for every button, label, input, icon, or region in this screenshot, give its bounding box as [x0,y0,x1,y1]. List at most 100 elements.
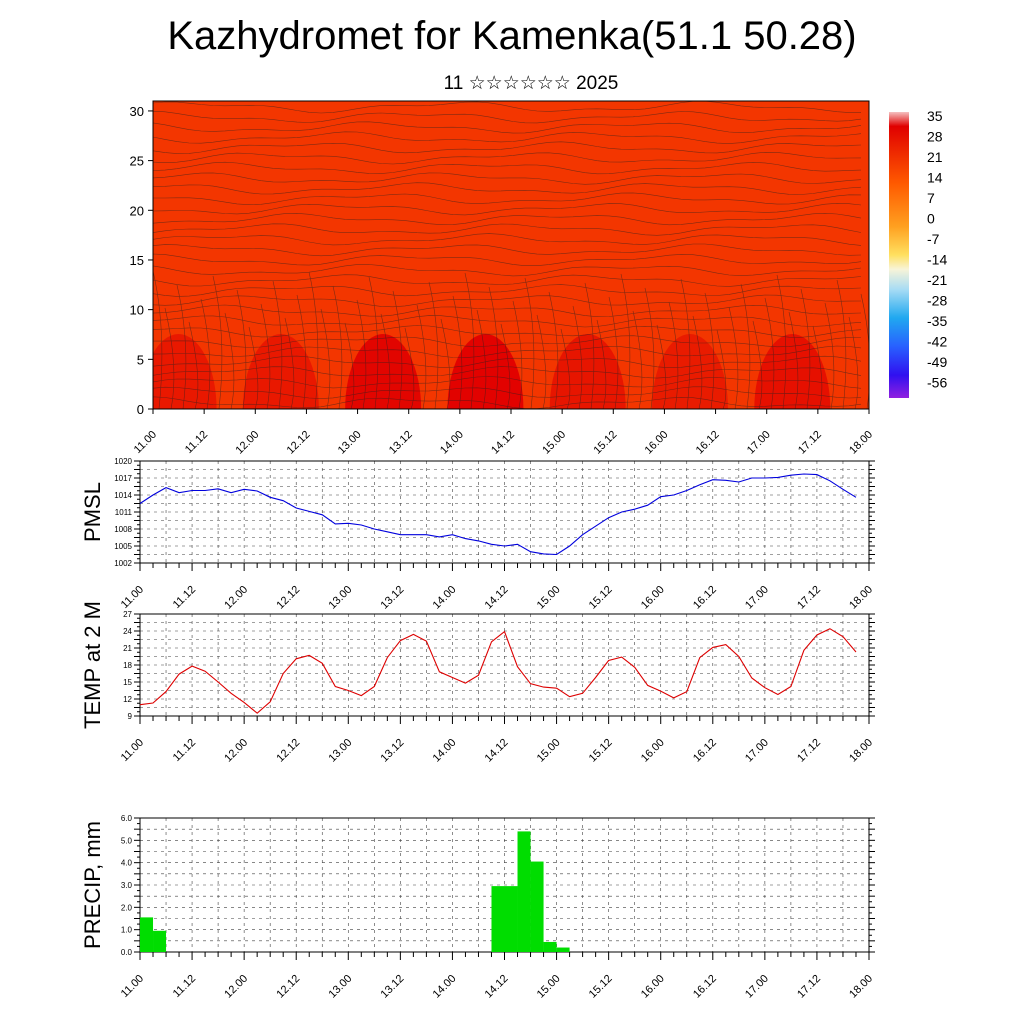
series-line [139,473,857,556]
y-tick-label: 1011 [115,508,133,517]
warm-pool [447,334,524,409]
x-tick-label: 11.12 [171,737,198,764]
colorbar-label: -49 [927,354,947,370]
x-tick-label: 16.00 [639,584,667,612]
y-tick-label: 1008 [114,525,132,534]
x-tick-label: 17.12 [795,584,823,612]
streamline [176,284,187,409]
x-tick-label: 16.00 [643,429,671,457]
precip-bar [140,917,154,952]
streamline [716,329,727,409]
x-tick-label: 18.00 [847,973,875,1001]
x-tick-label: 17.00 [743,584,771,612]
x-tick-label: 17.00 [745,429,773,457]
streamline [153,264,862,277]
y-tick-label: 0.0 [121,948,133,957]
y-tick-label: 27 [123,610,132,619]
precip-bar [517,831,531,952]
streamline [416,304,427,409]
streamline [284,317,295,409]
y-tick-label: 4.0 [121,859,133,868]
streamline [368,276,379,409]
x-tick-label: 15.12 [587,584,615,612]
y-axis-label: PRECIP, mm [80,821,105,949]
streamline [596,319,607,409]
x-tick-label: 14.12 [489,429,517,457]
y-tick-label: 1002 [114,559,132,568]
x-tick-label: 11.00 [119,973,146,1000]
streamline [704,292,715,409]
pmsl-panel: 1002 1005 1008 1011 1014 1017 1020 11.00 11.12 12… [80,457,875,612]
streamline [153,355,862,369]
y-tick-label: 1.0 [121,926,133,935]
streamline [153,376,862,389]
streamline [524,277,535,409]
x-tick-label: 13.12 [387,429,415,457]
colorbar-label: -14 [927,252,947,268]
colorbar-label: -56 [927,375,947,391]
streamline [584,282,595,409]
y-tick-label: 20 [130,203,144,218]
x-tick-label: 12.12 [274,737,302,765]
y-tick-label: 18 [123,661,132,670]
y-tick-label: 1020 [114,457,132,466]
streamline [464,272,475,409]
streamline [153,131,862,144]
precip-bar [543,941,557,952]
streamline [764,297,775,409]
streamline [560,328,571,409]
x-tick-label: 14.00 [431,973,459,1001]
y-tick-label: 0 [137,402,144,417]
y-tick-label: 1017 [114,474,132,483]
x-tick-label: 16.00 [639,737,667,765]
x-tick-label: 15.12 [587,973,615,1001]
x-tick-label: 16.00 [639,973,667,1001]
streamline [548,291,559,409]
streamline [644,287,655,409]
precip-panel: 0.0 1.0 2.0 3.0 4.0 5.0 6.0 11.00 11.12 12.00 12.1… [80,814,875,1001]
colorbar-label: 7 [927,190,935,206]
y-tick-label: 10 [130,303,144,318]
streamline [153,101,862,114]
streamline [153,284,862,297]
colorbar-label: 0 [927,211,935,227]
series-line [139,628,857,714]
streamline [692,315,703,409]
streamline [153,233,862,246]
colorbar-label: -7 [927,231,940,247]
x-tick-label: 12.00 [222,737,250,765]
x-tick-label: 13.12 [379,737,407,765]
y-tick-label: 12 [123,695,132,704]
x-tick-label: 15.12 [587,737,615,765]
y-axis-label: PMSL [80,482,105,542]
x-tick-label: 11.00 [119,584,146,611]
x-tick-label: 15.12 [591,429,619,457]
y-tick-label: 30 [130,104,144,119]
y-tick-label: 15 [130,253,144,268]
streamline [236,289,247,409]
y-tick-label: 15 [123,678,132,687]
streamline [656,324,667,409]
streamline [248,326,259,409]
streamline [476,309,487,409]
streamline [153,223,862,236]
x-tick-label: 12.12 [274,584,302,612]
x-tick-label: 17.12 [795,737,823,765]
wind-streamlines [153,101,869,409]
streamline [620,273,631,409]
streamline [272,280,283,409]
x-tick-label: 15.00 [535,737,563,765]
x-tick-label: 16.12 [691,973,719,1001]
y-tick-label: 25 [130,154,144,169]
y-tick-label: 5 [137,352,144,367]
precip-bar [556,947,570,952]
streamline [153,121,862,134]
streamline [668,301,679,409]
x-tick-label: 13.12 [379,973,407,1001]
streamline [392,290,403,409]
x-tick-label: 14.00 [438,429,466,457]
x-tick-label: 17.00 [743,973,771,1001]
x-tick-label: 12.00 [222,584,250,612]
streamline [776,274,787,409]
streamline [260,303,271,409]
